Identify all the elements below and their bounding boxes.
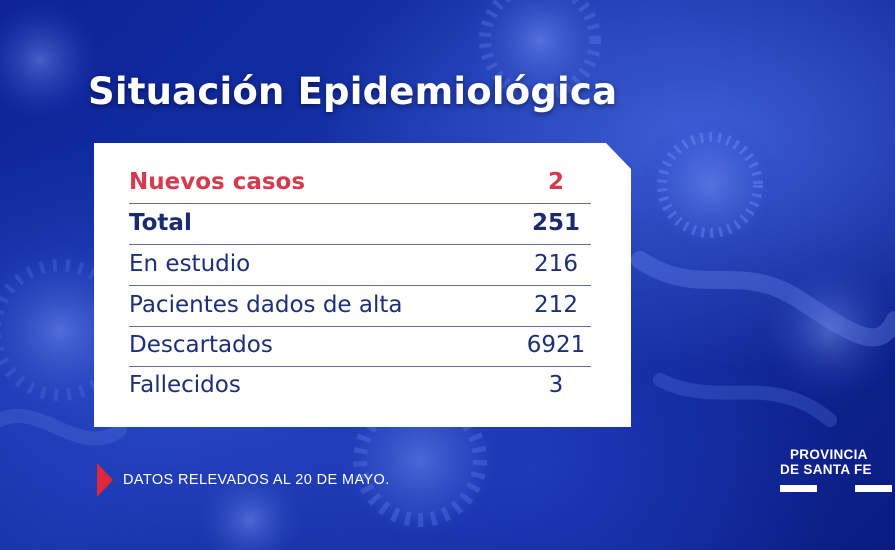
logo-bar-right: [855, 485, 892, 492]
row-value: 212: [534, 292, 578, 318]
stats-card: Nuevos casos 2 Total 251 En estudio 216 …: [94, 143, 631, 427]
row-label: Pacientes dados de alta: [129, 292, 403, 318]
footer-note: DATOS RELEVADOS AL 20 DE MAYO.: [123, 472, 390, 488]
table-row-new-cases: Nuevos casos 2: [129, 163, 591, 204]
row-label: Descartados: [129, 332, 273, 358]
row-label: Fallecidos: [129, 372, 241, 398]
page-title: Situación Epidemiológica: [88, 70, 618, 113]
row-value: 2: [547, 169, 564, 195]
row-label: Nuevos casos: [129, 169, 306, 195]
logo-line-1: PROVINCIA: [790, 447, 868, 462]
table-row-total: Total 251: [129, 204, 591, 245]
row-value: 3: [548, 372, 564, 398]
row-value: 251: [531, 210, 580, 236]
table-row-discharged: Pacientes dados de alta 212: [129, 286, 591, 327]
row-value: 216: [534, 251, 578, 277]
province-logo: PROVINCIA DE SANTA FE: [780, 447, 892, 497]
row-label: En estudio: [129, 251, 251, 277]
logo-line-2: DE SANTA FE: [780, 462, 872, 477]
logo-bar-left: [780, 485, 817, 492]
table-row-discarded: Descartados 6921: [129, 326, 591, 367]
table-row-deceased: Fallecidos 3: [129, 366, 591, 406]
row-value: 6921: [526, 332, 586, 358]
row-label: Total: [129, 210, 192, 236]
triangle-marker-icon: [97, 463, 113, 497]
table-row-in-study: En estudio 216: [129, 245, 591, 286]
